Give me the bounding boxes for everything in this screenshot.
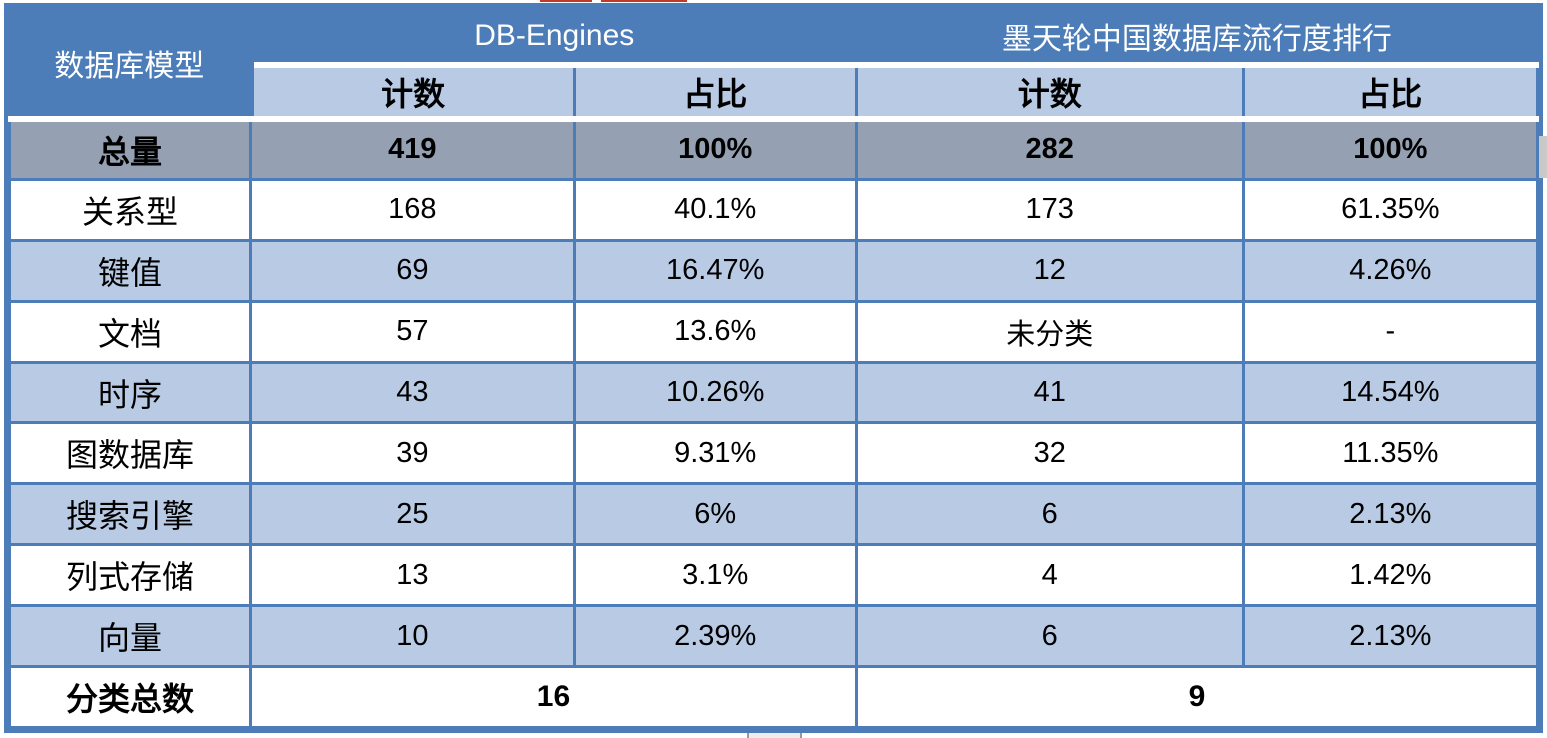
cell-value: 100% [572, 117, 858, 181]
row-graph: 图数据库 39 9.31% 32 11.35% [7, 421, 1540, 486]
cropped-red-underline-right [601, 0, 687, 2]
cell-value: 9.31% [572, 421, 858, 486]
subheader-db-engines-count: 计数 [249, 63, 576, 122]
cell-value: 43 [249, 360, 576, 425]
cell-value: 69 [249, 238, 576, 303]
cell-value: 12 [854, 238, 1245, 303]
cell-value: 2.13% [1241, 604, 1540, 669]
row-label: 总量 [7, 117, 253, 181]
row-label: 列式存储 [7, 543, 253, 608]
cell-value: - [1241, 299, 1540, 364]
group-header-db-engines: DB-Engines [249, 7, 858, 68]
group-header-modb-ranking: 墨天轮中国数据库流行度排行 [854, 7, 1540, 68]
row-vector: 向量 10 2.39% 6 2.13% [7, 604, 1540, 669]
row-label: 图数据库 [7, 421, 253, 486]
cell-value: 32 [854, 421, 1245, 486]
row-category-totals: 分类总数 16 9 [7, 665, 1540, 729]
cropped-bottom-fragment [747, 733, 802, 738]
row-label: 搜索引擎 [7, 482, 253, 547]
cell-value: 6 [854, 604, 1245, 669]
corner-header-database-model: 数据库模型 [7, 7, 254, 122]
cell-value: 40.1% [572, 177, 858, 242]
cell-value: 39 [249, 421, 576, 486]
cell-value: 6 [854, 482, 1245, 547]
row-key-value: 键值 69 16.47% 12 4.26% [7, 238, 1540, 303]
cell-value: 25 [249, 482, 576, 547]
cell-value: 282 [854, 117, 1245, 181]
comparison-table-container: 数据库模型 DB-Engines 墨天轮中国数据库流行度排行 计数 占比 计数 … [4, 3, 1543, 733]
cell-value: 41 [854, 360, 1245, 425]
row-total: 总量 419 100% 282 100% [7, 117, 1540, 181]
row-label: 分类总数 [7, 665, 253, 729]
cell-value: 未分类 [854, 299, 1245, 364]
cell-value: 2.13% [1241, 482, 1540, 547]
cell-value: 3.1% [572, 543, 858, 608]
cell-value: 100% [1241, 117, 1540, 181]
cell-value: 57 [249, 299, 576, 364]
cell-value: 16.47% [572, 238, 858, 303]
cell-value: 6% [572, 482, 858, 547]
cell-value: 2.39% [572, 604, 858, 669]
cell-value: 168 [249, 177, 576, 242]
row-label: 时序 [7, 360, 253, 425]
cell-value: 4.26% [1241, 238, 1540, 303]
cell-value: 14.54% [1241, 360, 1540, 425]
subheader-modb-share: 占比 [1241, 63, 1540, 122]
cell-value: 419 [249, 117, 576, 181]
row-label: 向量 [7, 604, 253, 669]
row-relational: 关系型 168 40.1% 173 61.35% [7, 177, 1540, 242]
row-label: 关系型 [7, 177, 253, 242]
cell-value: 173 [854, 177, 1245, 242]
row-column-store: 列式存储 13 3.1% 4 1.42% [7, 543, 1540, 608]
cell-value: 11.35% [1241, 421, 1540, 486]
database-model-comparison-table: 数据库模型 DB-Engines 墨天轮中国数据库流行度排行 计数 占比 计数 … [7, 7, 1540, 729]
cropped-right-edge-fragment [1539, 136, 1547, 178]
row-search-engine: 搜索引擎 25 6% 6 2.13% [7, 482, 1540, 547]
cell-value: 61.35% [1241, 177, 1540, 242]
row-document: 文档 57 13.6% 未分类 - [7, 299, 1540, 364]
cell-value: 10 [249, 604, 576, 669]
sub-header-row: 计数 占比 计数 占比 [10, 63, 1540, 122]
cropped-red-underline-left [540, 0, 592, 2]
cell-value: 10.26% [572, 360, 858, 425]
cell-value: 13.6% [572, 299, 858, 364]
cell-value: 1.42% [1241, 543, 1540, 608]
cell-value: 13 [249, 543, 576, 608]
row-time-series: 时序 43 10.26% 41 14.54% [7, 360, 1540, 425]
subheader-modb-count: 计数 [854, 63, 1245, 122]
row-label: 文档 [7, 299, 253, 364]
cell-modb-category-total: 9 [854, 665, 1540, 729]
row-label: 键值 [7, 238, 253, 303]
cell-db-engines-category-total: 16 [249, 665, 858, 729]
cell-value: 4 [854, 543, 1245, 608]
group-header-row: 数据库模型 DB-Engines 墨天轮中国数据库流行度排行 [7, 7, 1540, 122]
subheader-db-engines-share: 占比 [572, 63, 858, 122]
